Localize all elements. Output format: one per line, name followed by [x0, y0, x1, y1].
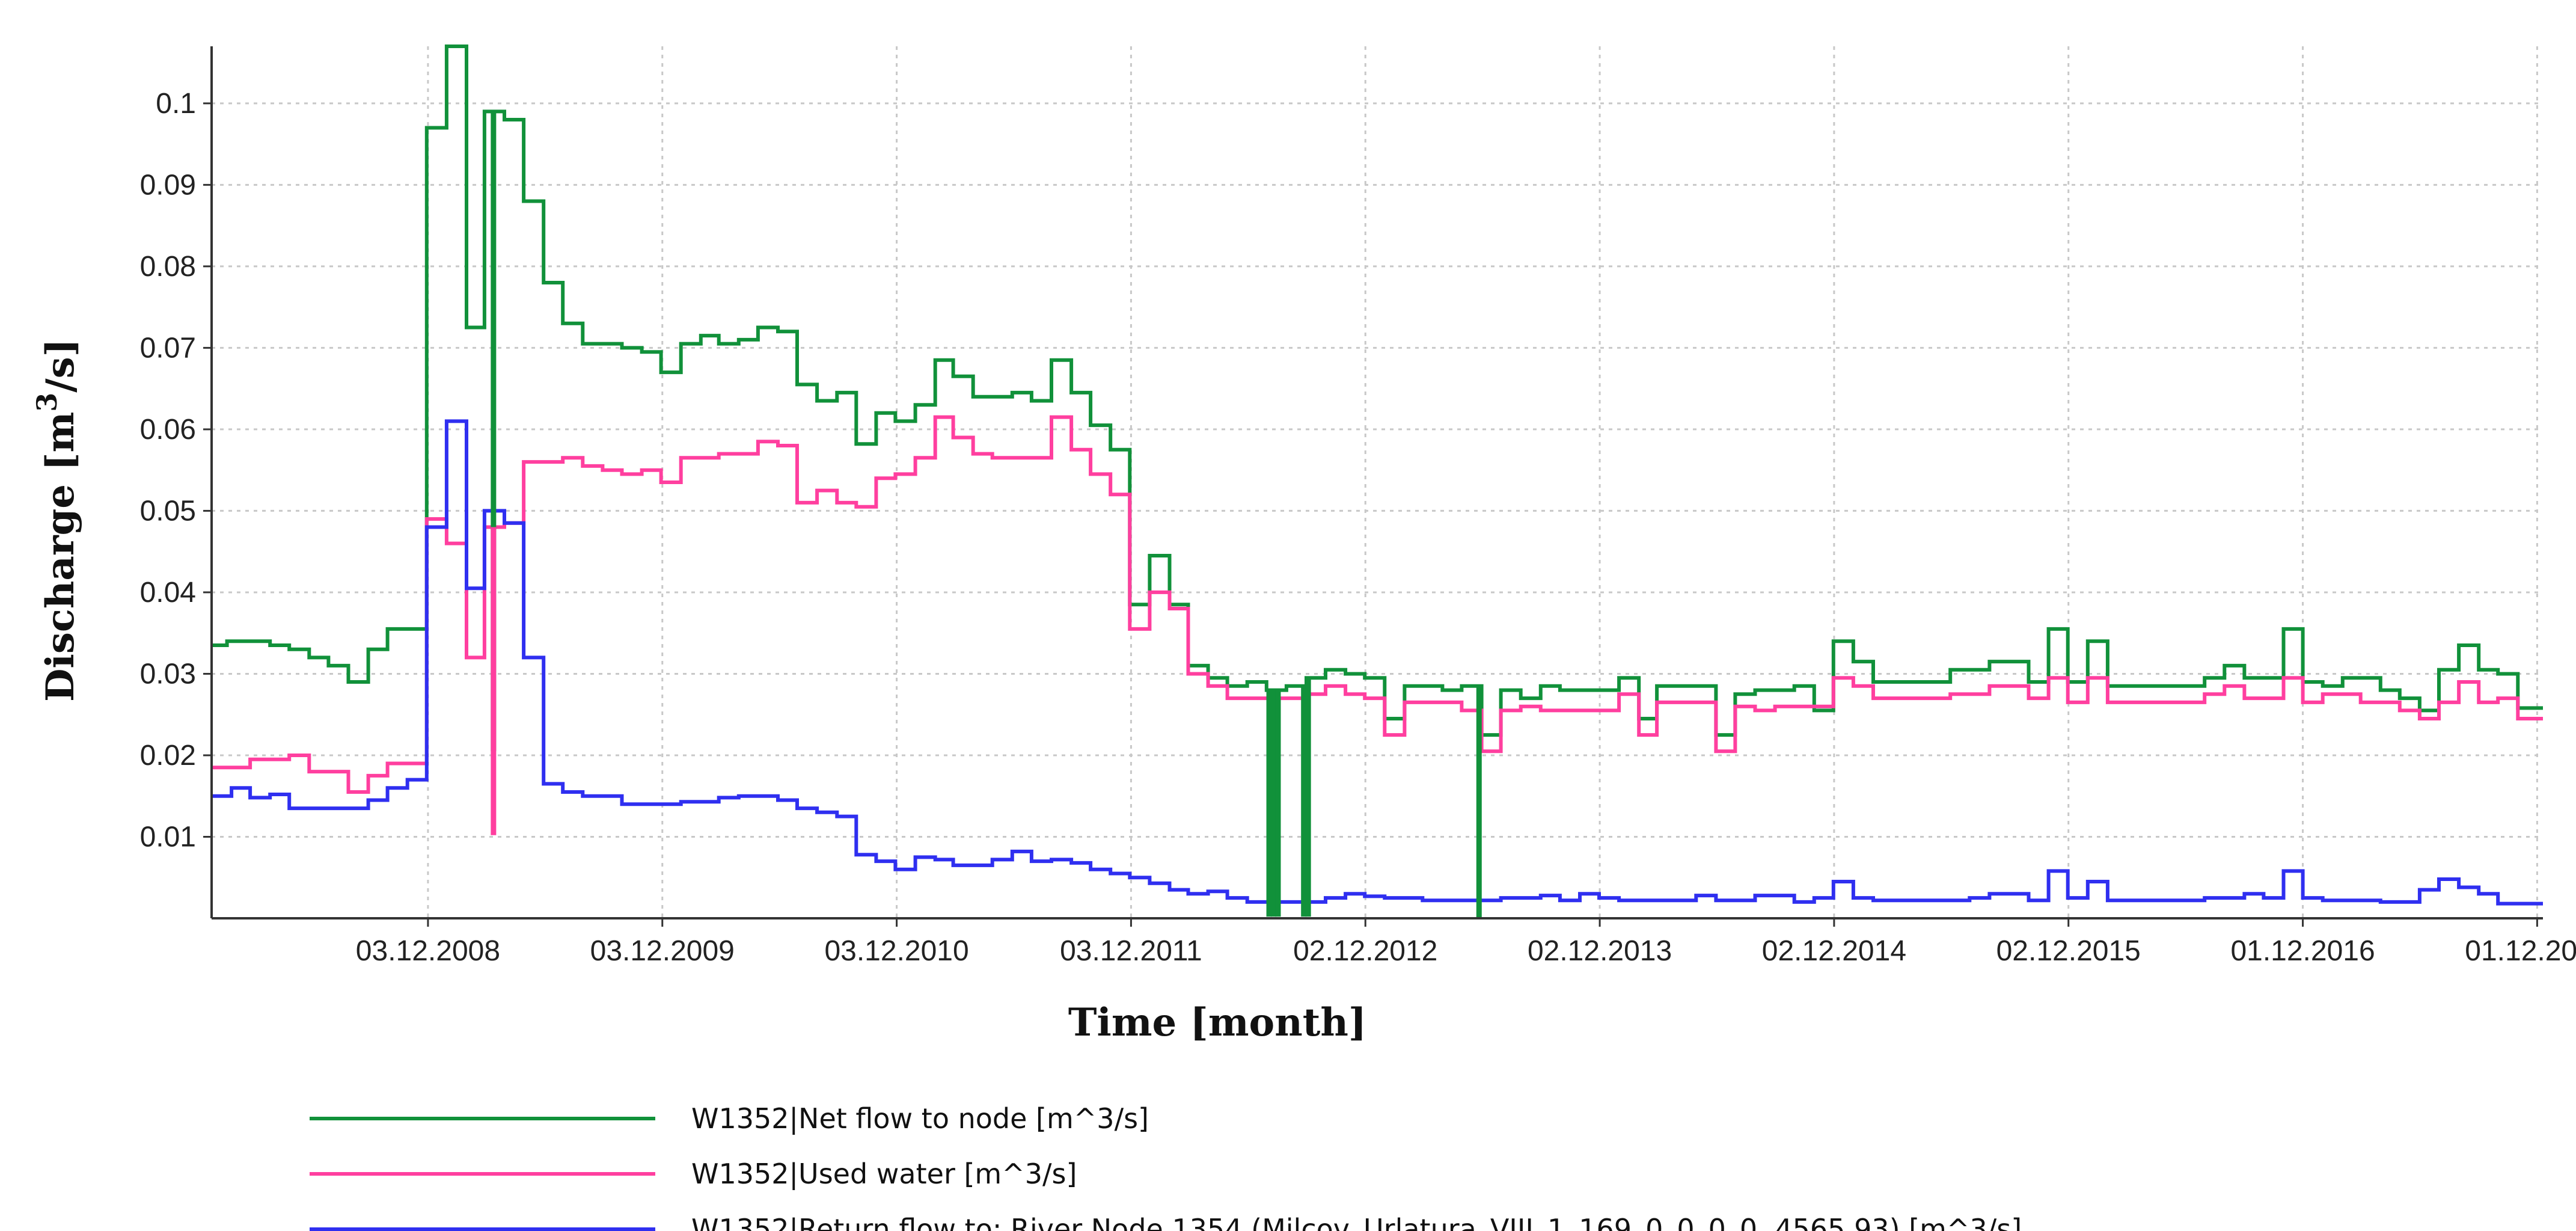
x-tick-label: 03.12.2008 — [356, 935, 500, 967]
series-line-1 — [212, 415, 2543, 794]
x-tick-label: 02.12.2014 — [1762, 935, 1906, 967]
grid — [212, 46, 2543, 918]
x-tick-label: 02.12.2015 — [1996, 935, 2141, 967]
legend-label-2: W1352|Return flow to: River Node 1354 (M… — [691, 1213, 2022, 1231]
series-line-0 — [212, 45, 2543, 737]
y-tick-label: 0.05 — [140, 495, 196, 527]
y-tick-label: 0.02 — [140, 740, 196, 772]
x-axis-title: Time [month] — [1068, 1000, 1366, 1045]
legend-label-1: W1352|Used water [m^3/s] — [691, 1158, 1077, 1191]
y-tick-label: 0.07 — [140, 332, 196, 364]
x-tick-labels: 03.12.2008 03.12.2009 03.12.2010 03.12.2011… — [356, 935, 2576, 967]
series-lines — [212, 45, 2543, 918]
legend: W1352|Net flow to node [m^3/s] W1352|Used… — [310, 1102, 2022, 1231]
y-axis-title-sup: 3 — [31, 393, 63, 412]
y-tick-labels: 0.01 0.02 0.03 0.04 0.05 0.06 0.07 0.08 0.09 0.1 — [140, 88, 196, 853]
x-tick-label: 01.12.2017 — [2465, 935, 2576, 967]
axes — [203, 46, 2543, 927]
x-tick-label: 03.12.2011 — [1060, 935, 1202, 967]
y-tick-label: 0.09 — [140, 169, 196, 201]
legend-label-0: W1352|Net flow to node [m^3/s] — [691, 1102, 1149, 1135]
y-tick-label: 0.03 — [140, 658, 196, 690]
y-axis-title-main: Discharge [m — [38, 412, 83, 702]
y-tick-label: 0.1 — [156, 88, 196, 120]
x-tick-label: 03.12.2009 — [590, 935, 735, 967]
y-tick-label: 0.04 — [140, 577, 196, 609]
series-line-2 — [212, 419, 2543, 906]
x-tick-label: 01.12.2016 — [2230, 935, 2375, 967]
x-tick-label: 02.12.2012 — [1293, 935, 1437, 967]
x-tick-label: 02.12.2013 — [1528, 935, 1672, 967]
y-tick-label: 0.01 — [140, 821, 196, 853]
y-tick-label: 0.06 — [140, 414, 196, 446]
y-axis-title-tail: /s] — [38, 339, 83, 393]
x-tick-label: 03.12.2010 — [824, 935, 968, 967]
y-axis-title: Discharge [m3/s] — [31, 339, 83, 702]
y-tick-label: 0.08 — [140, 251, 196, 283]
